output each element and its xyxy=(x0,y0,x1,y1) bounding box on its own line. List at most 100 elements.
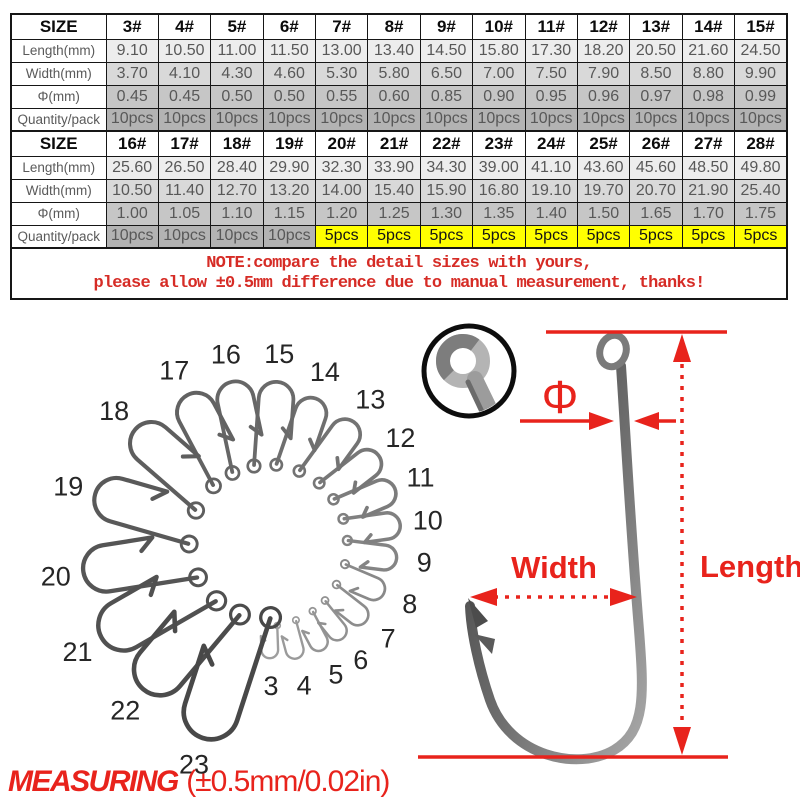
hook-eye xyxy=(292,464,307,478)
hook-item-11 xyxy=(327,478,398,519)
hook-item-16 xyxy=(215,379,264,481)
value-cell: 1.70 xyxy=(681,201,736,226)
hook-item-18 xyxy=(128,419,206,520)
fan-label: 4 xyxy=(297,670,312,700)
size-header-cell: 8# xyxy=(367,13,421,40)
row-label: Length(mm) xyxy=(10,38,107,63)
value-cell: 8.50 xyxy=(629,61,683,86)
value-cell: 20.70 xyxy=(629,178,683,203)
size-header-cell: 15# xyxy=(734,13,788,40)
value-cell: 1.75 xyxy=(734,201,788,226)
hook-shape xyxy=(252,380,296,467)
value-cell: 10pcs xyxy=(472,107,526,132)
value-cell: 10pcs xyxy=(367,107,421,132)
fan-label: 11 xyxy=(407,462,435,492)
value-cell: 1.35 xyxy=(472,201,526,226)
hook-eye xyxy=(188,567,208,588)
hook-item-13 xyxy=(292,417,363,478)
value-cell: 5pcs xyxy=(524,224,578,249)
row-label: Quantity/pack xyxy=(10,224,107,249)
phi-arrow-left-icon xyxy=(634,412,659,430)
row-label: Width(mm) xyxy=(10,61,107,86)
value-cell: 10pcs xyxy=(262,107,317,132)
hook-eye xyxy=(228,603,251,626)
value-cell: 10pcs xyxy=(105,107,159,132)
fan-label: 18 xyxy=(99,396,129,426)
length-arrow-up-icon xyxy=(673,334,691,362)
hook-item-9 xyxy=(341,534,399,572)
value-cell: 48.50 xyxy=(681,155,736,180)
value-cell: 0.96 xyxy=(576,84,631,109)
hook-item-5 xyxy=(301,606,329,653)
hook-eye xyxy=(224,465,241,481)
size-header-cell: 17# xyxy=(157,130,212,157)
hook-point xyxy=(468,598,488,628)
hook-eye xyxy=(246,458,262,474)
hook-eye xyxy=(312,476,326,490)
value-cell: 24.50 xyxy=(734,38,788,63)
hook-eye xyxy=(186,501,206,520)
hook-item-10 xyxy=(337,511,402,545)
value-cell: 0.45 xyxy=(157,84,212,109)
value-cell: 5pcs xyxy=(419,224,474,249)
hook-shape xyxy=(301,610,329,653)
value-cell: 10pcs xyxy=(681,107,736,132)
value-cell: 0.60 xyxy=(367,84,421,109)
measuring-caption: MEASURING (±0.5mm/0.02in) xyxy=(8,765,390,799)
value-cell: 10.50 xyxy=(105,178,159,203)
value-cell: 0.95 xyxy=(524,84,578,109)
hook-shape xyxy=(298,417,363,473)
value-cell: 45.60 xyxy=(629,155,683,180)
hook-item-7 xyxy=(331,579,370,627)
value-cell: 15.90 xyxy=(419,178,474,203)
value-cell: 0.55 xyxy=(314,84,369,109)
value-cell: 3.70 xyxy=(105,61,159,86)
hook-shape xyxy=(342,511,402,545)
value-cell: 7.00 xyxy=(472,61,526,86)
value-cell: 10pcs xyxy=(524,107,578,132)
value-cell: 10pcs xyxy=(419,107,474,132)
eye-shank-edge xyxy=(465,379,487,413)
hook-shape xyxy=(92,475,191,546)
length-label: Length xyxy=(700,549,800,584)
hook-eye xyxy=(205,590,228,612)
value-cell: 6.50 xyxy=(419,61,474,86)
hook-shape xyxy=(175,390,236,487)
value-cell: 16.80 xyxy=(472,178,526,203)
value-cell: 21.90 xyxy=(681,178,736,203)
hook-eye xyxy=(327,492,340,506)
size-header-cell: 21# xyxy=(367,130,421,157)
hook-shape xyxy=(80,535,200,594)
value-cell: 10pcs xyxy=(314,107,369,132)
value-cell: 11.50 xyxy=(262,38,317,63)
phi-arrow-right-icon xyxy=(589,412,614,430)
hook-shape xyxy=(333,583,370,627)
hook-shape xyxy=(215,379,264,474)
hook-eye xyxy=(179,534,199,554)
hook-item-8 xyxy=(339,559,387,602)
hook-item-17 xyxy=(175,390,236,495)
value-cell: 13.20 xyxy=(262,178,317,203)
value-cell: 1.30 xyxy=(419,201,474,226)
hook-item-6 xyxy=(317,596,348,642)
value-cell: 10pcs xyxy=(157,107,212,132)
value-cell: 5pcs xyxy=(734,224,788,249)
hook-shape xyxy=(317,600,348,642)
fan-label: 14 xyxy=(310,357,340,387)
hook-item-12 xyxy=(312,447,384,495)
value-cell: 0.50 xyxy=(210,84,264,109)
value-cell: 5pcs xyxy=(367,224,421,249)
value-cell: 0.97 xyxy=(629,84,683,109)
hook-eye xyxy=(308,606,317,616)
value-cell: 12.70 xyxy=(210,178,264,203)
fan-label: 7 xyxy=(381,623,396,653)
fan-label: 13 xyxy=(355,384,385,414)
row-label: Length(mm) xyxy=(10,155,107,180)
hook-shape xyxy=(274,395,329,466)
value-cell: 7.90 xyxy=(576,61,631,86)
value-cell: 20.50 xyxy=(629,38,683,63)
value-cell: 18.20 xyxy=(576,38,631,63)
fan-label: 23 xyxy=(179,750,209,780)
size-tables: SIZE 3# 4# 5# 6# 7# 8# 9# 10# 11# 12# 13# 14# 15# Leng… xyxy=(10,13,788,300)
fan-label: 9 xyxy=(417,547,432,577)
